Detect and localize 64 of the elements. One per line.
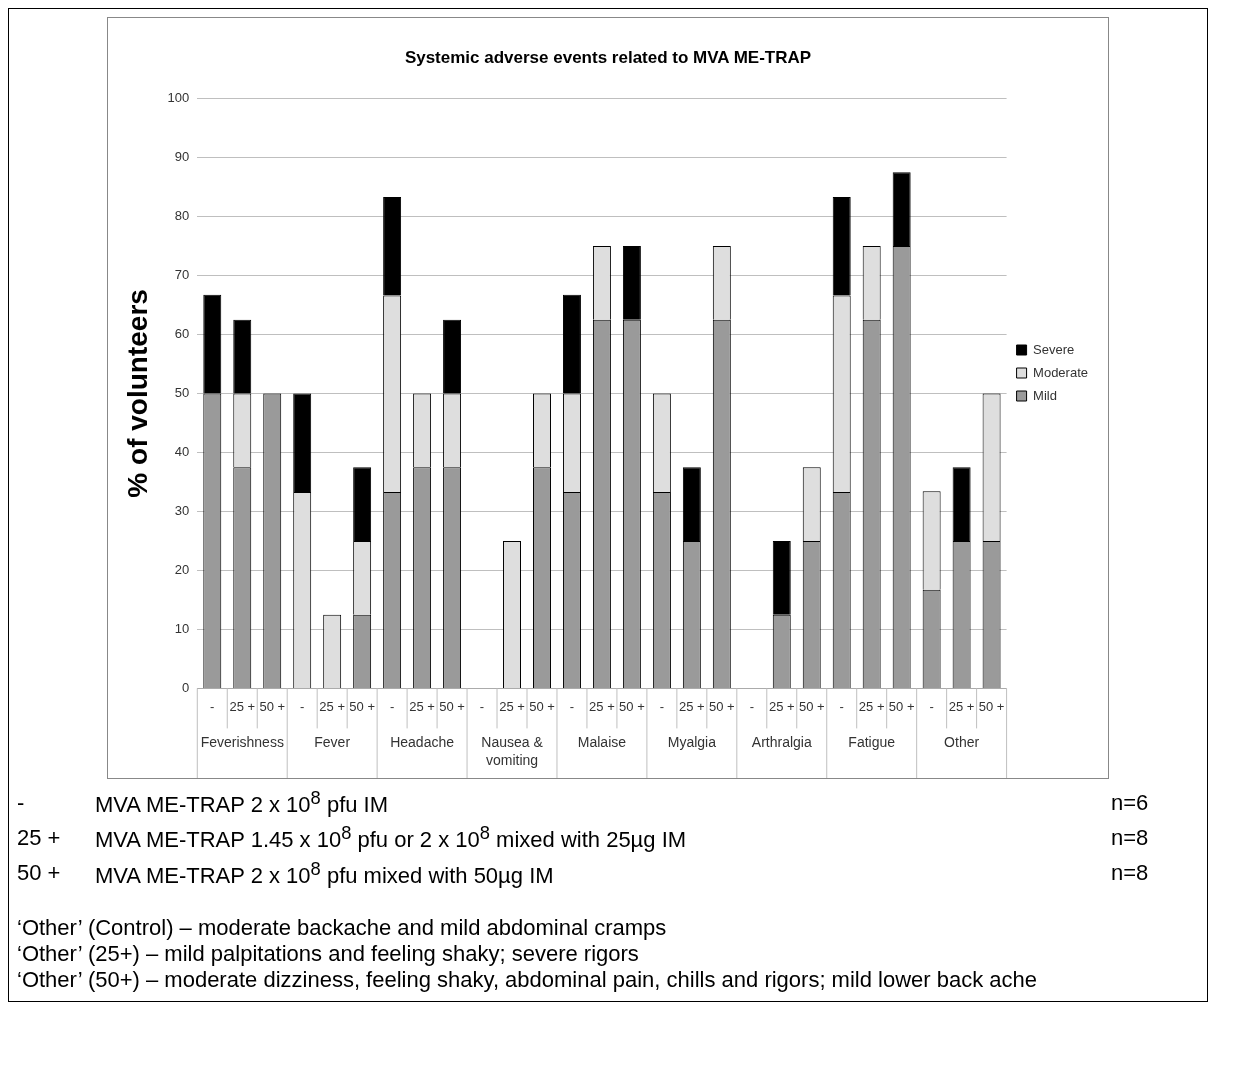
- y-tick-label: 60: [174, 325, 190, 341]
- text: ‘Other’ (50+) – moderate dizziness, feeling shaky, abdominal pain, chills and rigors; mild lower back ache: [17, 966, 1039, 993]
- chart-title: Systemic adverse events related to MVA ME-TRAP: [404, 47, 812, 67]
- x-tick-label: -: [659, 698, 665, 714]
- x-tick-label: -: [569, 698, 575, 714]
- x-tick-label: 50 +: [439, 698, 465, 714]
- x-tick-label: 25 +: [768, 698, 795, 714]
- x-tick-label: -: [749, 698, 754, 714]
- y-tick-label: 50: [174, 384, 190, 400]
- x-tick-label: 25 +: [679, 698, 705, 714]
- text: MVA ME-TRAP 2 x 10$^{8}$ pfu mixed with 50µg IM: [95, 856, 555, 890]
- text: -: [17, 788, 26, 817]
- text: Nausea & vomiting: [481, 734, 544, 769]
- y-tick-label: 0: [182, 679, 190, 695]
- legend-label: Mild: [1033, 387, 1057, 403]
- x-tick-label: 50 +: [349, 698, 375, 714]
- x-tick-label: 50 +: [978, 698, 1005, 714]
- x-tick-label: 50 +: [259, 698, 286, 714]
- y-axis-title: % of volunteers: [121, 289, 153, 498]
- x-tick-label: 50 +: [888, 698, 915, 714]
- x-tick-label: 25 +: [858, 698, 885, 714]
- text: n=8: [1111, 859, 1150, 888]
- x-tick-label: -: [210, 698, 215, 714]
- x-tick-label: 25 +: [589, 698, 615, 714]
- text: n=6: [1111, 788, 1150, 817]
- x-tick-label: -: [929, 698, 934, 714]
- x-tick-label: 50 +: [708, 698, 735, 714]
- x-tick-label: -: [389, 698, 395, 714]
- text: 25 +: [17, 824, 62, 852]
- y-tick-label: 30: [174, 502, 190, 518]
- text: MVA ME-TRAP 2 x 10$^{8}$ pfu IM: [95, 786, 390, 820]
- text: Malaise: [577, 734, 627, 751]
- x-tick-label: 50 +: [798, 698, 825, 714]
- text: n=8: [1111, 824, 1150, 852]
- x-tick-label: 50 +: [619, 698, 645, 714]
- text: Feverishness: [200, 734, 284, 751]
- text: 50 +: [17, 859, 62, 888]
- x-tick-label: 25 +: [319, 698, 346, 714]
- x-tick-label: -: [479, 698, 485, 714]
- y-tick-label: 40: [174, 443, 190, 459]
- text: Arthralgia: [751, 734, 812, 751]
- y-tick-label: 100: [167, 89, 190, 105]
- text: ‘Other’ (25+) – mild palpitations and feeling shaky; severe rigors: [17, 940, 640, 967]
- x-tick-label: 25 +: [948, 698, 975, 714]
- y-tick-label: 70: [174, 266, 190, 282]
- x-tick-label: 25 +: [499, 698, 525, 714]
- x-tick-label: -: [839, 698, 844, 714]
- x-tick-label: -: [300, 698, 305, 714]
- text: Other: [944, 734, 980, 751]
- text: Fever: [314, 734, 351, 751]
- y-tick-label: 90: [174, 148, 190, 164]
- legend-label: Severe: [1033, 341, 1075, 357]
- y-tick-label: 10: [174, 620, 190, 636]
- x-tick-label: 25 +: [229, 698, 256, 714]
- text: Myalgia: [667, 734, 717, 751]
- text: Headache: [390, 734, 455, 751]
- text: MVA ME-TRAP 1.45 x 10$^{8}$ pfu or 2 x 10$^{8}$ mixed with 25µg IM: [95, 821, 688, 855]
- text: ‘Other’ (Control) – moderate backache and mild abdominal cramps: [17, 914, 668, 941]
- x-tick-label: 50 +: [529, 698, 555, 714]
- y-tick-label: 20: [174, 561, 190, 577]
- legend-label: Moderate: [1033, 364, 1088, 380]
- y-tick-label: 80: [174, 207, 190, 223]
- x-tick-label: 25 +: [409, 698, 435, 714]
- text: Fatigue: [848, 734, 896, 751]
